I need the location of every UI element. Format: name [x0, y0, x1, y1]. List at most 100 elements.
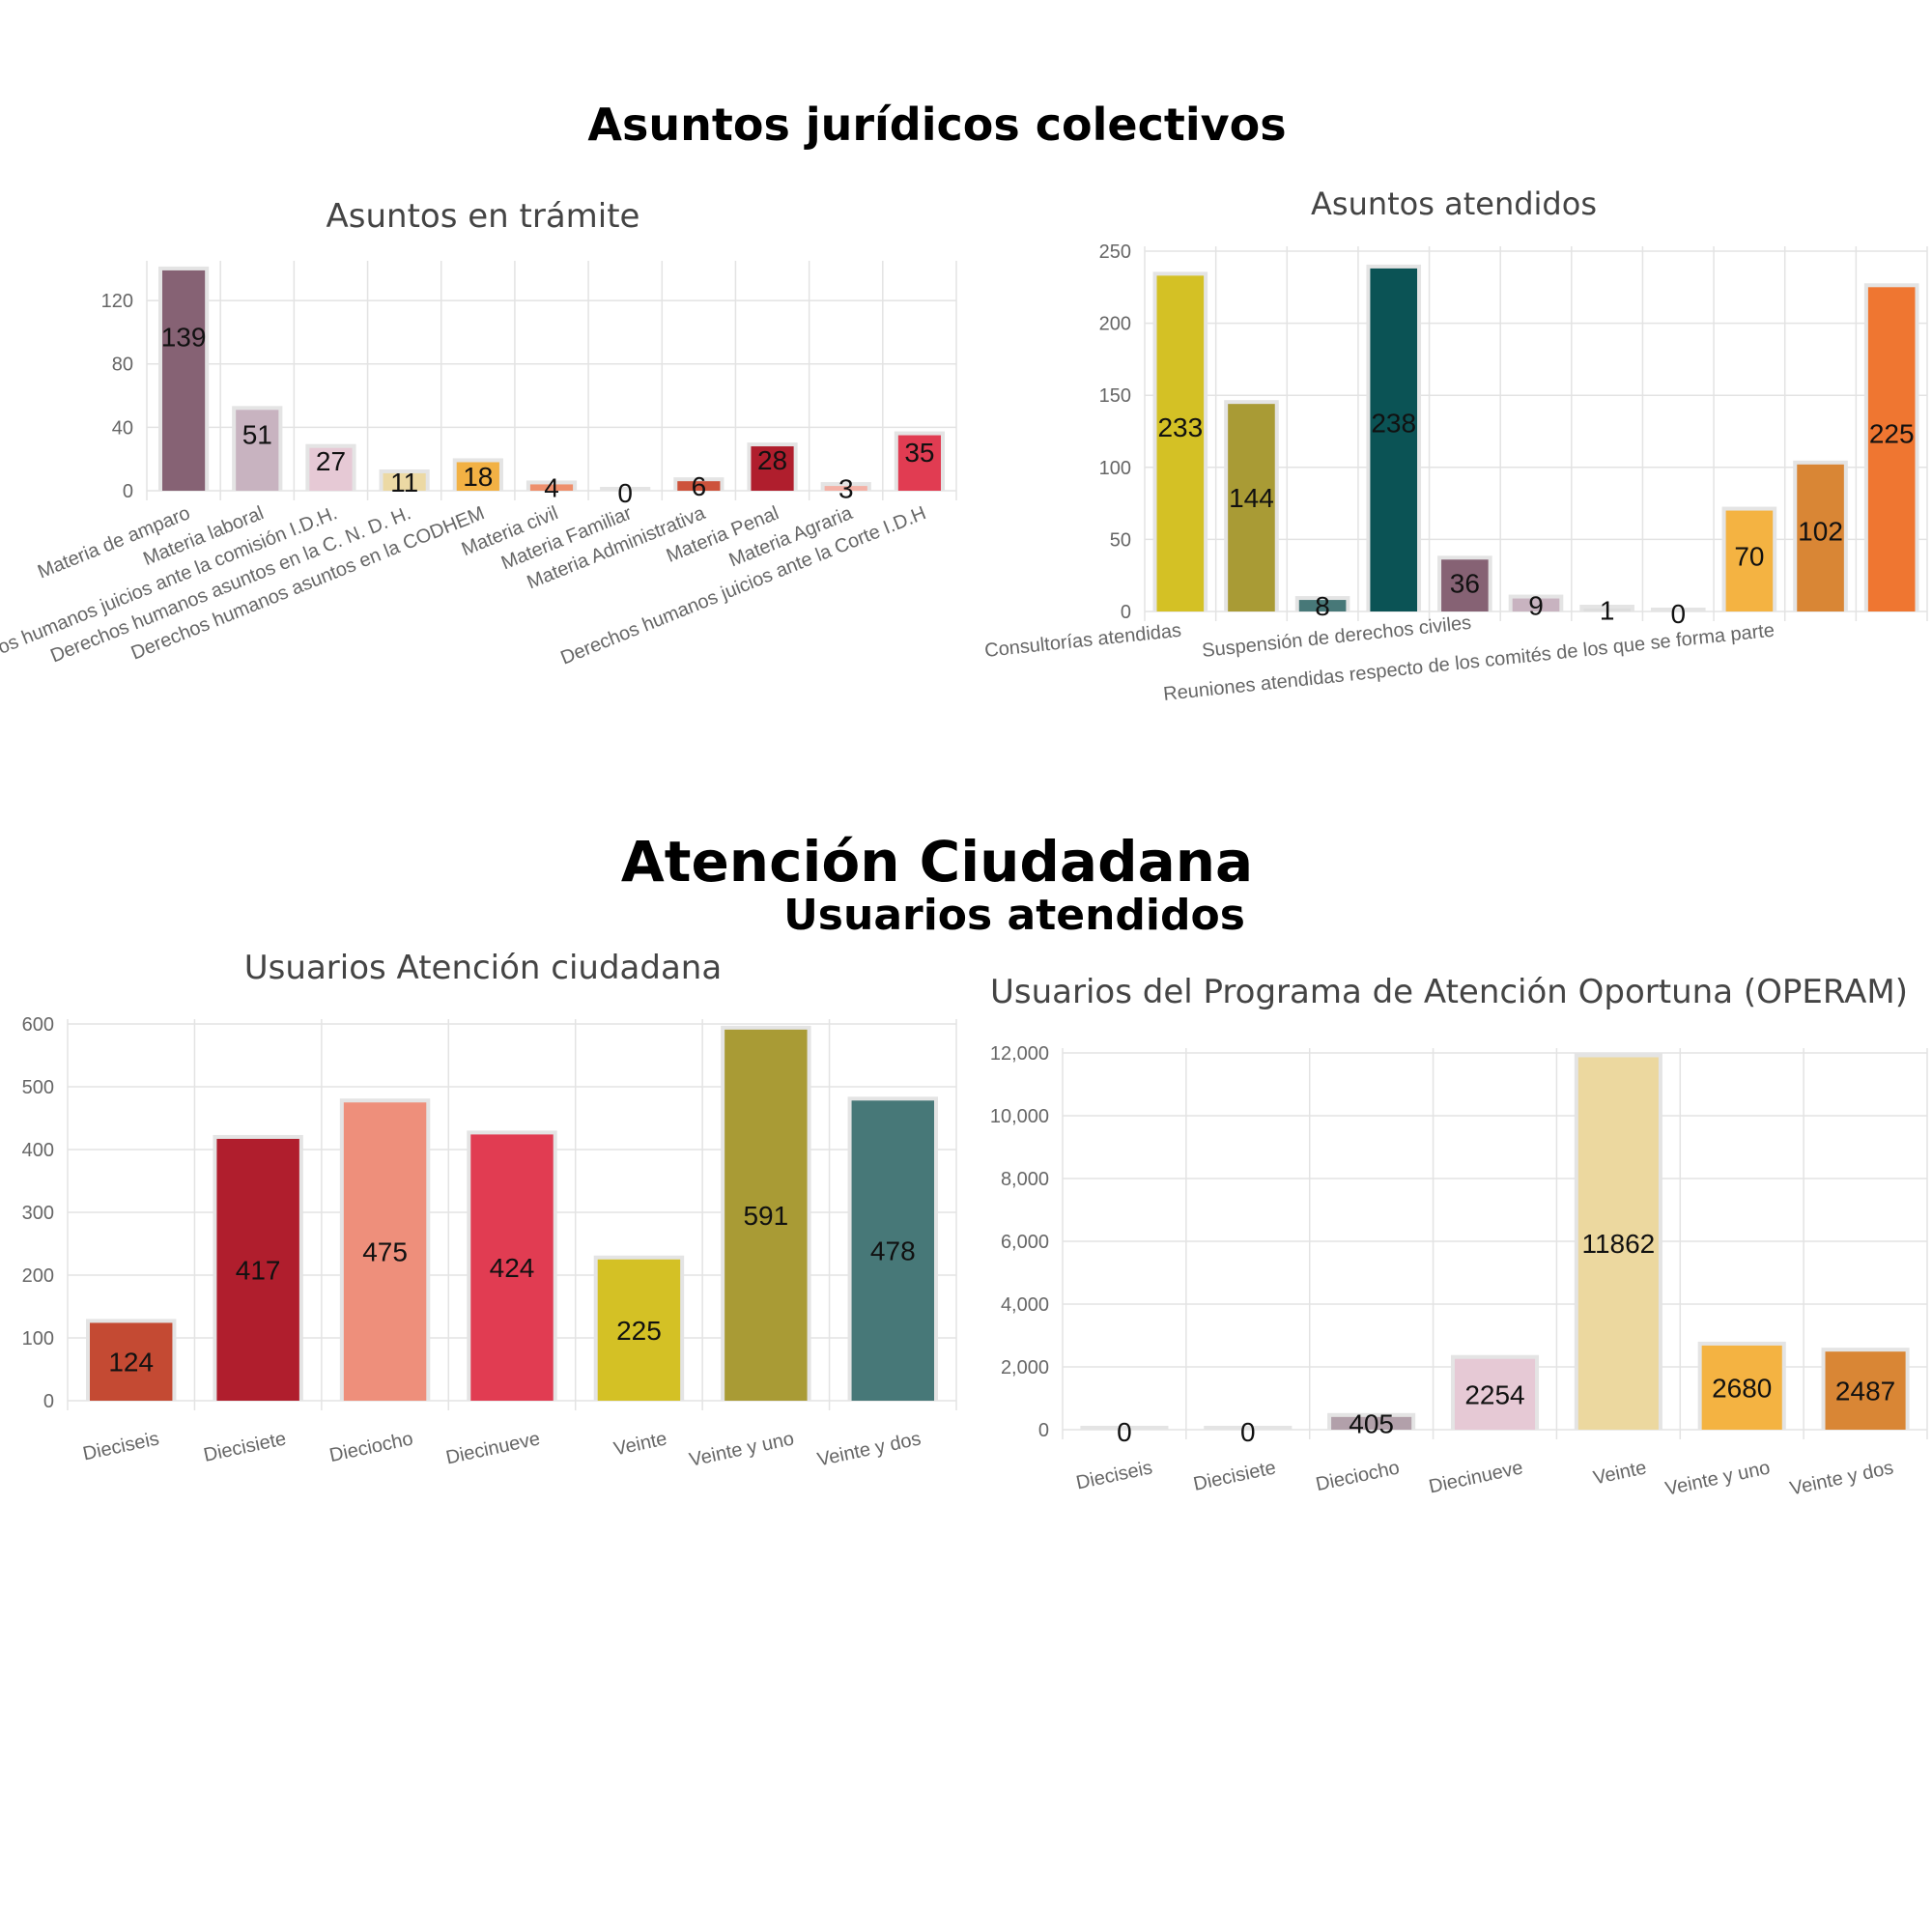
data-label: 36 [1450, 568, 1480, 598]
data-label: 139 [161, 322, 207, 352]
data-label: 424 [490, 1253, 535, 1283]
y-tick-label: 200 [22, 1265, 54, 1287]
section-title-juridicos: Asuntos jurídicos colectivos [587, 99, 1287, 151]
y-tick-label: 8,000 [1001, 1169, 1049, 1190]
data-label: 28 [757, 445, 787, 475]
bar [456, 462, 499, 491]
x-tick-label: Dieciseis [81, 1428, 161, 1464]
data-label: 2487 [1835, 1377, 1895, 1406]
y-tick-label: 40 [112, 417, 133, 439]
data-label: 0 [1117, 1417, 1132, 1447]
section-title-atencion: Atención Ciudadana [620, 829, 1254, 895]
data-label: 238 [1371, 409, 1416, 439]
y-tick-label: 100 [1099, 458, 1131, 479]
bar [1156, 275, 1205, 611]
bar-outline [1579, 605, 1634, 611]
data-label: 6 [692, 471, 707, 501]
data-label: 478 [870, 1236, 916, 1266]
bar [161, 270, 206, 491]
y-tick-label: 12,000 [990, 1043, 1049, 1065]
data-label: 0 [1670, 599, 1686, 629]
x-tick-label: Veinte [1591, 1457, 1648, 1489]
chart-usuarios-atencion-ciudadana: Usuarios Atención ciudadana 0 100 200 300 400… [22, 949, 957, 1471]
x-tick-label: Diecinueve [444, 1428, 542, 1468]
bar [1454, 1358, 1536, 1430]
bar [1331, 1416, 1412, 1430]
data-label: 35 [904, 438, 934, 468]
y-tick-label: 2,000 [1001, 1357, 1049, 1378]
data-label: 11862 [1581, 1229, 1655, 1259]
bar [724, 1029, 808, 1401]
bar-outline [600, 487, 651, 491]
y-tick-label: 0 [1121, 602, 1131, 623]
bar [1298, 600, 1347, 611]
y-tick-label: 600 [22, 1014, 54, 1036]
bar [1797, 464, 1844, 611]
y-tick-label: 200 [1099, 314, 1131, 335]
bar [897, 435, 942, 491]
bar [1370, 268, 1418, 611]
bar [470, 1134, 554, 1401]
data-label: 124 [108, 1348, 154, 1378]
bar-outline [1080, 1426, 1169, 1430]
y-tick-label: 500 [22, 1077, 54, 1098]
data-label: 405 [1349, 1408, 1394, 1438]
y-tick-label: 400 [22, 1140, 54, 1161]
chart-usuarios-operam: Usuarios del Programa de Atención Oportu… [990, 973, 1928, 1500]
bar [1512, 598, 1560, 611]
data-label: 0 [1240, 1417, 1256, 1447]
x-tick-label: Veinte y uno [688, 1428, 796, 1470]
bar [1583, 609, 1631, 611]
bar [90, 1322, 173, 1401]
bar [1725, 510, 1774, 611]
data-label: 1 [1600, 596, 1615, 626]
bar [309, 447, 353, 491]
x-tick-label: Consultorías atendidas [983, 620, 1182, 662]
data-label: 225 [616, 1316, 662, 1346]
data-label: 2254 [1464, 1379, 1524, 1409]
bar [383, 472, 426, 491]
data-label: 27 [316, 446, 346, 476]
data-label: 475 [362, 1237, 408, 1267]
y-tick-label: 0 [43, 1391, 54, 1412]
data-label: 233 [1157, 412, 1203, 442]
x-tick-label: Veinte [611, 1428, 668, 1460]
y-tick-label: 150 [1099, 385, 1131, 407]
section-title-usuarios: Usuarios atendidos [783, 891, 1245, 940]
bar [677, 481, 721, 491]
data-label: 70 [1734, 542, 1764, 572]
x-tick-label: Diecisiete [1191, 1457, 1277, 1495]
x-tick-label: Veinte y uno [1663, 1457, 1772, 1499]
bar [1228, 404, 1275, 611]
data-label: 417 [236, 1255, 281, 1285]
y-tick-label: 50 [1110, 529, 1131, 551]
x-tick-label: Veinte y dos [1788, 1457, 1895, 1499]
bar [216, 1138, 299, 1401]
chart-title: Usuarios del Programa de Atención Oportu… [990, 973, 1908, 1011]
y-tick-label: 100 [22, 1328, 54, 1350]
y-tick-label: 0 [123, 481, 133, 502]
x-tick-label: Dieciocho [327, 1428, 414, 1466]
x-tick-label: Diecinueve [1427, 1457, 1524, 1497]
bar [1867, 287, 1916, 611]
bar [597, 1259, 681, 1401]
y-tick-label: 6,000 [1001, 1232, 1049, 1253]
data-label: 144 [1229, 483, 1274, 513]
chart-title: Asuntos atendidos [1311, 185, 1597, 222]
data-label: 0 [617, 478, 633, 508]
data-label: 3 [838, 474, 854, 504]
y-tick-label: 4,000 [1001, 1294, 1049, 1316]
y-tick-label: 80 [112, 355, 133, 376]
data-label: 18 [463, 462, 493, 492]
bar-outline [1650, 608, 1706, 611]
x-tick-label: Suspensión de derechos civiles [1201, 612, 1472, 662]
bar [751, 446, 794, 491]
data-label: 102 [1798, 516, 1843, 546]
data-label: 9 [1528, 590, 1544, 620]
data-label: 8 [1315, 591, 1330, 621]
y-tick-label: 120 [101, 291, 133, 312]
chart-title: Asuntos en trámite [327, 197, 640, 236]
data-label: 225 [1869, 418, 1915, 448]
x-tick-label: Dieciocho [1314, 1457, 1401, 1495]
